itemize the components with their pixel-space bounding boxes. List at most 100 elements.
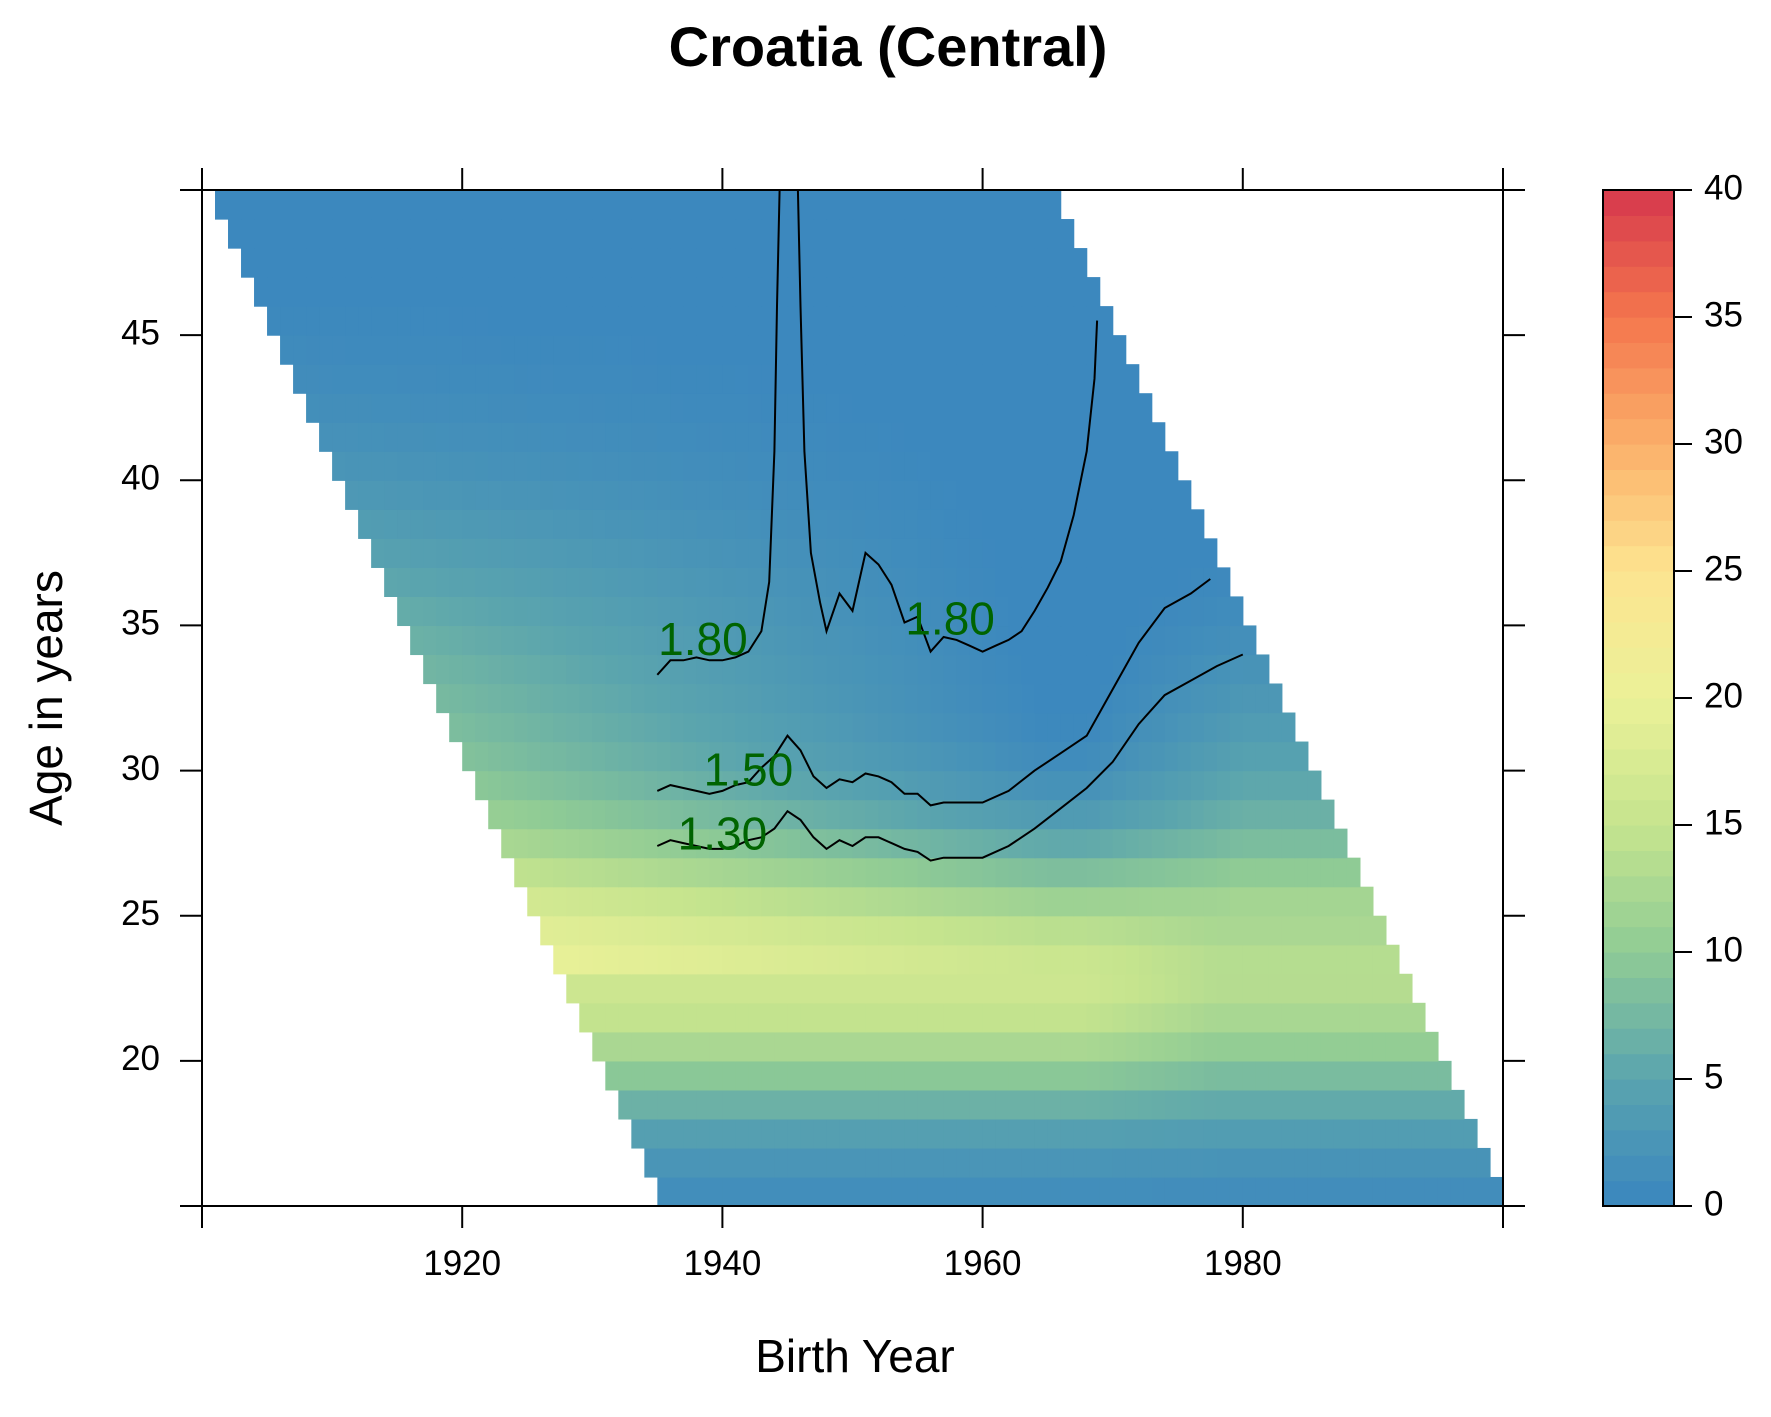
heatmap-cell xyxy=(358,306,372,336)
heatmap-cell xyxy=(1060,799,1075,830)
heatmap-cell xyxy=(1450,1147,1465,1178)
heatmap-cell xyxy=(930,393,945,423)
heatmap-cell xyxy=(943,567,958,597)
heatmap-cell xyxy=(1008,741,1023,772)
heatmap-cell xyxy=(826,886,841,917)
heatmap-cell xyxy=(1268,1031,1283,1062)
heatmap-cell xyxy=(1034,567,1049,597)
heatmap-cell xyxy=(1021,335,1036,365)
heatmap-cell xyxy=(865,219,880,249)
heatmap-cell xyxy=(839,1089,854,1120)
heatmap-cell xyxy=(553,625,567,656)
heatmap-cell xyxy=(1229,654,1244,685)
heatmap-cell xyxy=(332,248,346,278)
heatmap-cell xyxy=(1021,1089,1036,1120)
heatmap-cell xyxy=(1073,248,1088,278)
heatmap-cell xyxy=(1268,770,1283,801)
heatmap-cell xyxy=(449,190,463,220)
heatmap-cell xyxy=(904,277,919,307)
heatmap-cell xyxy=(1177,770,1192,801)
heatmap-cell xyxy=(605,509,619,539)
heatmap-cell xyxy=(1047,712,1062,743)
heatmap-cell xyxy=(982,480,997,510)
heatmap-cell xyxy=(982,306,997,336)
colorbar-segment xyxy=(1603,748,1674,775)
heatmap-cell xyxy=(1424,1147,1439,1178)
heatmap-cell xyxy=(1229,596,1244,627)
heatmap-cell xyxy=(1411,1002,1426,1033)
heatmap-cell xyxy=(865,306,880,336)
heatmap-cell xyxy=(631,480,645,510)
heatmap-cell xyxy=(709,277,723,307)
heatmap-cell xyxy=(852,480,867,510)
heatmap-cell xyxy=(1138,770,1153,801)
heatmap-cell xyxy=(722,625,737,656)
heatmap-cell xyxy=(332,393,346,423)
heatmap-cell xyxy=(397,248,411,278)
heatmap-cell xyxy=(995,944,1010,975)
heatmap-cell xyxy=(1047,335,1062,365)
heatmap-cell xyxy=(917,1031,932,1062)
heatmap-cell xyxy=(982,277,997,307)
heatmap-cell xyxy=(332,277,346,307)
heatmap-cell xyxy=(1164,1147,1179,1178)
heatmap-cell xyxy=(1034,915,1049,946)
heatmap-cell xyxy=(540,741,554,772)
heatmap-cell xyxy=(1346,1176,1361,1207)
y-tick-label: 25 xyxy=(121,894,160,933)
heatmap-cell xyxy=(982,596,997,627)
heatmap-cell xyxy=(722,1089,737,1120)
heatmap-cell xyxy=(1112,799,1127,830)
heatmap-cell xyxy=(995,886,1010,917)
heatmap-cell xyxy=(735,480,750,510)
heatmap-cell xyxy=(1216,567,1231,597)
heatmap-cell xyxy=(1177,625,1192,656)
heatmap-cell xyxy=(683,480,697,510)
heatmap-cell xyxy=(930,683,945,714)
heatmap-cell xyxy=(1333,1118,1348,1149)
heatmap-cell xyxy=(553,712,567,743)
heatmap-cell xyxy=(865,1118,880,1149)
heatmap-cell xyxy=(696,306,710,336)
heatmap-cell xyxy=(527,741,541,772)
heatmap-cell xyxy=(1125,1060,1140,1091)
heatmap-cell xyxy=(1255,1002,1270,1033)
heatmap-cell xyxy=(787,248,802,278)
heatmap-cell xyxy=(878,364,893,394)
heatmap-cell xyxy=(709,596,723,627)
heatmap-cell xyxy=(1164,451,1179,481)
heatmap-cell xyxy=(1151,1002,1166,1033)
heatmap-cell xyxy=(982,1176,997,1207)
heatmap-cell xyxy=(722,712,737,743)
heatmap-cell xyxy=(1073,799,1088,830)
heatmap-cell xyxy=(774,596,789,627)
heatmap-cell xyxy=(1164,683,1179,714)
heatmap-cell xyxy=(774,364,789,394)
heatmap-cell xyxy=(644,451,658,481)
heatmap-cell xyxy=(423,451,437,481)
heatmap-cell xyxy=(813,538,828,568)
heatmap-cell xyxy=(644,654,658,685)
heatmap-cell xyxy=(449,654,463,685)
heatmap-cell xyxy=(553,422,567,452)
heatmap-cell xyxy=(722,1002,737,1033)
heatmap-cell xyxy=(1164,741,1179,772)
heatmap-cell xyxy=(618,190,632,220)
heatmap-cell xyxy=(904,1031,919,1062)
heatmap-cell xyxy=(1463,1176,1478,1207)
heatmap-cell xyxy=(761,1031,776,1062)
heatmap-cell xyxy=(969,190,984,220)
heatmap-cell xyxy=(1268,683,1283,714)
heatmap-cell xyxy=(644,393,658,423)
heatmap-cell xyxy=(774,1176,789,1207)
heatmap-cell xyxy=(1047,1147,1062,1178)
heatmap-cell xyxy=(1177,509,1192,539)
heatmap-cell xyxy=(566,538,580,568)
heatmap-cell xyxy=(1060,625,1075,656)
heatmap-cell xyxy=(436,364,450,394)
heatmap-cell xyxy=(722,857,737,888)
heatmap-cell xyxy=(1060,509,1075,539)
heatmap-cell xyxy=(1112,1031,1127,1062)
heatmap-cell xyxy=(839,915,854,946)
